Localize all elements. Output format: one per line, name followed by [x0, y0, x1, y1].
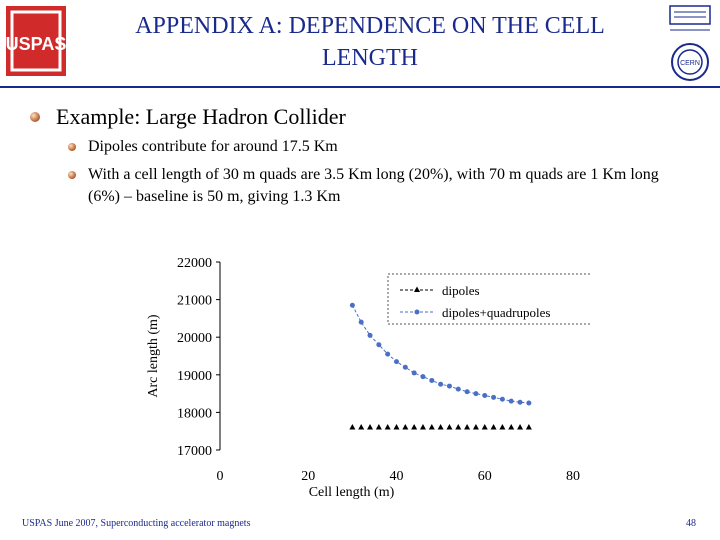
data-point: [508, 398, 514, 404]
uspas-logo-icon: USPAS: [6, 6, 66, 76]
sub-bullet-text: With a cell length of 30 m quads are 3.5…: [88, 166, 659, 205]
title-line-2: LENGTH: [322, 45, 418, 71]
y-tick-label: 17000: [177, 444, 212, 459]
cern-logo-text: CERN: [680, 60, 700, 67]
data-point: [393, 423, 400, 430]
data-point: [411, 423, 418, 430]
page-number: 48: [686, 518, 696, 529]
data-point: [349, 423, 356, 430]
sub-bullet-text: Dipoles contribute for around 17.5 Km: [88, 138, 338, 155]
data-point: [428, 423, 435, 430]
data-point: [481, 423, 488, 430]
data-point: [446, 383, 452, 389]
data-point: [525, 423, 532, 430]
sub-bullet-icon: [68, 143, 76, 151]
data-point: [437, 423, 444, 430]
data-point: [464, 389, 470, 395]
arc-length-chart: 17000 18000 19000 20000 21000 22000 0 20 40 60 80 C…: [146, 256, 590, 500]
y-tick-label: 22000: [177, 256, 212, 271]
data-point: [464, 423, 471, 430]
y-tick-label: 21000: [177, 294, 212, 309]
header-divider: [0, 86, 720, 88]
data-point: [384, 423, 391, 430]
y-tick-label: 19000: [177, 369, 212, 384]
data-point: [429, 377, 435, 383]
title-line-1: APPENDIX A: DEPENDENCE ON THE CELL: [135, 13, 605, 39]
data-point: [420, 374, 426, 380]
y-tick-label: 18000: [177, 406, 212, 421]
data-point: [455, 386, 461, 392]
data-point: [394, 359, 399, 365]
x-tick-label: 0: [217, 469, 224, 484]
data-point: [499, 423, 506, 430]
chart-legend: [387, 273, 590, 325]
data-point: [517, 423, 524, 430]
legend-label: dipoles: [442, 283, 480, 298]
data-point: [402, 423, 409, 430]
data-point: [358, 319, 364, 325]
data-point: [438, 381, 444, 387]
data-point: [472, 423, 479, 430]
bullet-text: Example: Large Hadron Collider: [56, 104, 346, 129]
data-point: [446, 423, 453, 430]
data-point: [499, 396, 505, 402]
data-point: [385, 351, 391, 357]
legend-marker: [414, 309, 420, 315]
data-point: [376, 342, 382, 348]
y-tick-label: 20000: [177, 331, 212, 346]
uspas-logo-text: USPAS: [6, 34, 66, 54]
x-axis-label: Cell length (m): [309, 485, 395, 500]
data-point: [367, 423, 374, 430]
slide-header: USPAS APPENDIX A: DEPENDENCE ON THE CELL…: [0, 0, 720, 85]
data-point: [526, 400, 532, 406]
legend-marker: [414, 286, 420, 292]
data-point: [411, 370, 417, 376]
footer-text: USPAS June 2007, Superconducting acceler…: [22, 518, 251, 529]
bullet-icon: [30, 112, 40, 122]
page-title: APPENDIX A: DEPENDENCE ON THE CELL LENGT…: [95, 10, 645, 74]
data-point: [349, 302, 355, 308]
x-tick-label: 60: [478, 469, 492, 484]
x-tick-label: 40: [390, 469, 404, 484]
data-point: [455, 423, 462, 430]
sub-bullet-icon: [68, 171, 76, 179]
data-point: [482, 392, 488, 398]
x-tick-label: 80: [566, 469, 580, 484]
cern-logo-icon: CERN: [669, 5, 711, 81]
data-point: [508, 423, 515, 430]
data-point: [367, 332, 373, 338]
data-point: [490, 423, 497, 430]
data-point: [375, 423, 382, 430]
data-point: [402, 364, 408, 370]
data-point: [491, 394, 497, 400]
legend-label: dipoles+quadrupoles: [442, 305, 550, 320]
y-axis-label: Arc length (m): [146, 314, 161, 398]
data-point: [517, 399, 523, 405]
data-point: [358, 423, 365, 430]
data-point: [419, 423, 426, 430]
x-tick-label: 20: [301, 469, 315, 484]
data-point: [473, 391, 479, 397]
